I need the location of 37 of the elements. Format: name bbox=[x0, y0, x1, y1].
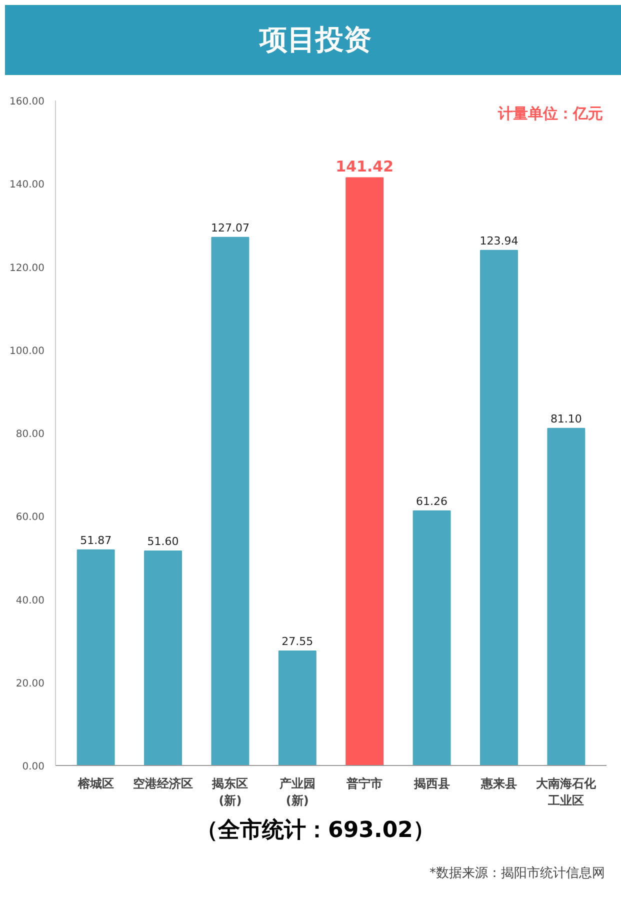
y-tick-label: 80.00 bbox=[16, 429, 45, 440]
chart-title: 项目投资 bbox=[260, 22, 372, 58]
x-tick-label: 揭东区(新) bbox=[211, 776, 248, 808]
y-tick-label: 140.00 bbox=[10, 180, 45, 191]
x-tick-label: 惠来县 bbox=[480, 776, 517, 790]
x-tick-label: 大南海石化工业区 bbox=[536, 776, 598, 808]
bar bbox=[480, 250, 518, 766]
x-tick-label: 揭西县 bbox=[412, 776, 450, 790]
x-tick-label: 榕城区 bbox=[76, 776, 114, 790]
annotation: 计量单位：亿元 bbox=[497, 104, 604, 122]
data-label: 141.42 bbox=[336, 158, 394, 176]
bar bbox=[547, 428, 586, 766]
data-label: 123.94 bbox=[480, 234, 518, 248]
bar bbox=[144, 550, 182, 766]
bar bbox=[346, 177, 384, 766]
y-tick-label: 60.00 bbox=[16, 512, 45, 524]
y-tick-label: 100.00 bbox=[10, 346, 45, 357]
bar bbox=[412, 510, 451, 766]
text: *数据来源：揭阳市统计信息网 bbox=[430, 865, 605, 883]
data-label: 81.10 bbox=[550, 412, 582, 426]
y-tick-label: 120.00 bbox=[10, 262, 45, 274]
bar bbox=[76, 549, 115, 766]
y-tick-label: 20.00 bbox=[16, 678, 45, 690]
text: （全市统计：693.02） bbox=[196, 816, 435, 845]
x-tick-label: 产业园(新) bbox=[278, 776, 316, 808]
data-label: 51.87 bbox=[80, 534, 112, 547]
y-tick-label: 0.00 bbox=[22, 762, 44, 772]
data-label: 51.60 bbox=[147, 535, 179, 548]
y-tick-label: 160.00 bbox=[10, 96, 45, 108]
data-label: 27.55 bbox=[282, 634, 314, 648]
bar bbox=[211, 236, 250, 766]
data-label: 127.07 bbox=[210, 221, 250, 234]
bar bbox=[278, 650, 316, 766]
data-label: 61.26 bbox=[416, 494, 448, 508]
x-tick-label: 普宁市 bbox=[346, 776, 383, 790]
y-tick-label: 40.00 bbox=[16, 595, 45, 606]
x-tick-label: 空港经济区 bbox=[133, 776, 194, 790]
